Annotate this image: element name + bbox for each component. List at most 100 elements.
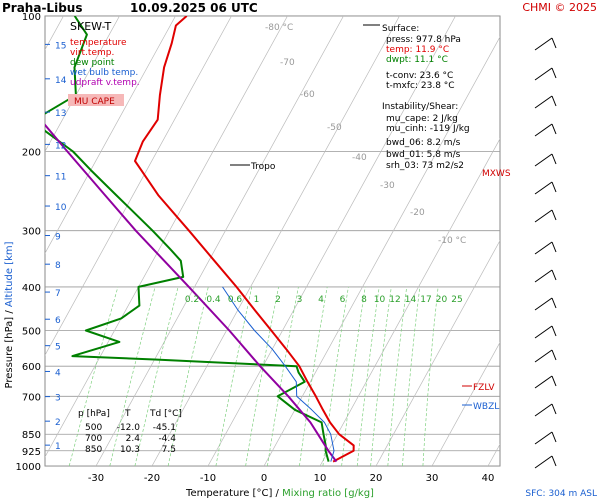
mixing-ratio-line — [109, 286, 156, 466]
wbzl-label: WBZL — [473, 402, 499, 412]
wind-barb — [534, 325, 553, 339]
wind-barb — [551, 181, 557, 193]
axis-labels: 1002003004005006007008509251000123456789… — [16, 12, 495, 484]
wind-barbs — [534, 37, 557, 469]
pressure-tick-label: 200 — [22, 147, 41, 158]
station-title: Praha-Libus — [2, 1, 82, 15]
x-tick-label: 20 — [370, 473, 383, 484]
altitude-tick-label: 4 — [55, 368, 61, 378]
isotherm-label: -70 — [280, 58, 295, 68]
fzlv-label: FZLV — [473, 383, 495, 393]
wet-bulb-temp-line — [222, 286, 335, 462]
mixing-ratio-label: 6 — [340, 295, 346, 305]
instability-title: Instability/Shear: — [382, 102, 458, 112]
wind-barb — [534, 67, 553, 81]
mixing-ratio-line — [167, 286, 209, 466]
bwd-06-value: bwd_06: 8.2 m/s — [386, 138, 461, 148]
pressure-tick-label: 850 — [22, 430, 41, 441]
bwd-01-value: bwd_01: 5.8 m/s — [386, 150, 461, 160]
mu-cinh-value: mu_cinh: -119 J/kg — [386, 124, 470, 134]
x-tick-label: 10 — [314, 473, 327, 484]
isotherm-line — [45, 16, 176, 254]
table-header-p: p [hPa] — [78, 409, 110, 419]
mixing-ratio-label: 4 — [318, 295, 324, 305]
pressure-tick-label: 925 — [22, 447, 41, 458]
wind-barb — [534, 297, 553, 311]
wind-barb — [534, 95, 553, 109]
mixing-ratio-label: 14 — [405, 295, 417, 305]
isotherm-label: -80 °C — [265, 23, 293, 33]
surface-tmxfc: t-mxfc: 23.8 °C — [386, 81, 455, 91]
mixing-ratio-line — [215, 286, 253, 466]
isotherm-line — [151, 16, 400, 466]
mixing-ratio-line — [245, 286, 279, 466]
wind-barb — [551, 403, 557, 415]
wind-barb — [534, 241, 553, 255]
mu-cape-badge: MU CAPE — [74, 97, 115, 107]
pressure-tick-label: 300 — [22, 227, 41, 238]
pressure-tick-label: 700 — [22, 392, 41, 403]
isotherm-label: -30 — [380, 181, 395, 191]
mixing-ratio-line — [134, 286, 179, 466]
table-cell: 850 — [85, 445, 102, 455]
altitude-tick-label: 8 — [55, 261, 61, 271]
altitude-tick-label: 9 — [55, 233, 61, 243]
plot-area — [44, 15, 501, 467]
wind-barb — [534, 269, 553, 283]
isotherm-line — [45, 16, 120, 153]
mixing-ratio-label: 25 — [451, 295, 462, 305]
isotherm-line — [45, 16, 232, 356]
altitude-tick-label: 11 — [55, 173, 66, 183]
mixing-ratio-label: 0.2 — [185, 295, 199, 305]
table-header-td: Td [°C] — [149, 409, 182, 419]
table-cell: 700 — [85, 434, 102, 444]
wind-barb — [534, 181, 553, 195]
altitude-tick-label: 2 — [55, 418, 61, 428]
mixing-ratio-line — [387, 286, 408, 466]
mixing-ratio-line — [370, 286, 392, 466]
isotherm-line — [544, 16, 600, 466]
x-tick-label: -10 — [200, 473, 216, 484]
mixing-ratio-line — [402, 286, 421, 466]
surface-temp: temp: 11.9 °C — [386, 45, 449, 55]
legend-updraft: udpraft v.temp. — [70, 78, 140, 88]
legend-title: SKEW-T — [70, 20, 112, 33]
altitude-tick-label: 13 — [55, 109, 66, 119]
wind-barb — [551, 349, 557, 361]
altitude-tick-label: 3 — [55, 394, 61, 404]
wind-barb — [551, 297, 557, 309]
udpraft-v-temp-line — [45, 123, 338, 463]
isotherm-label: -60 — [300, 90, 315, 100]
isotherm-line — [487, 443, 500, 466]
wind-barb — [551, 37, 557, 49]
table-cell: 7.5 — [162, 445, 176, 455]
surface-tconv: t-conv: 23.6 °C — [386, 71, 453, 81]
altitude-tick-label: 10 — [55, 203, 67, 213]
isotherm-label: -50 — [327, 123, 342, 133]
mixing-ratio-line — [299, 286, 328, 466]
surface-dwpt: dwpt: 11.1 °C — [386, 55, 448, 65]
mixing-ratio-label: 0.6 — [228, 295, 243, 305]
pressure-tick-label: 1000 — [16, 462, 41, 473]
wind-barb — [534, 209, 553, 223]
isobar-grid — [45, 16, 500, 466]
wind-barb — [534, 375, 553, 389]
wind-barb — [534, 455, 553, 469]
wind-barb — [551, 67, 557, 79]
mixing-ratio-label: 0.4 — [206, 295, 221, 305]
isotherm-label: -40 — [352, 153, 367, 163]
isotherm-line — [375, 239, 500, 466]
altitude-tick-label: 7 — [55, 289, 61, 299]
isotherm-line — [263, 36, 500, 466]
mixing-ratio-label: 3 — [297, 295, 303, 305]
mixing-ratio-label: 2 — [275, 295, 281, 305]
x-tick-label: 40 — [482, 473, 495, 484]
altitude-tick-label: 1 — [55, 442, 61, 452]
legend-virt-temp: virt.temp. — [70, 48, 114, 58]
tropo-label: Tropo — [250, 162, 276, 172]
mixing-ratio-line — [356, 286, 380, 466]
mxws-label: MXWS — [482, 169, 511, 179]
wind-barb — [534, 431, 553, 445]
x-tick-label: 0 — [261, 473, 267, 484]
